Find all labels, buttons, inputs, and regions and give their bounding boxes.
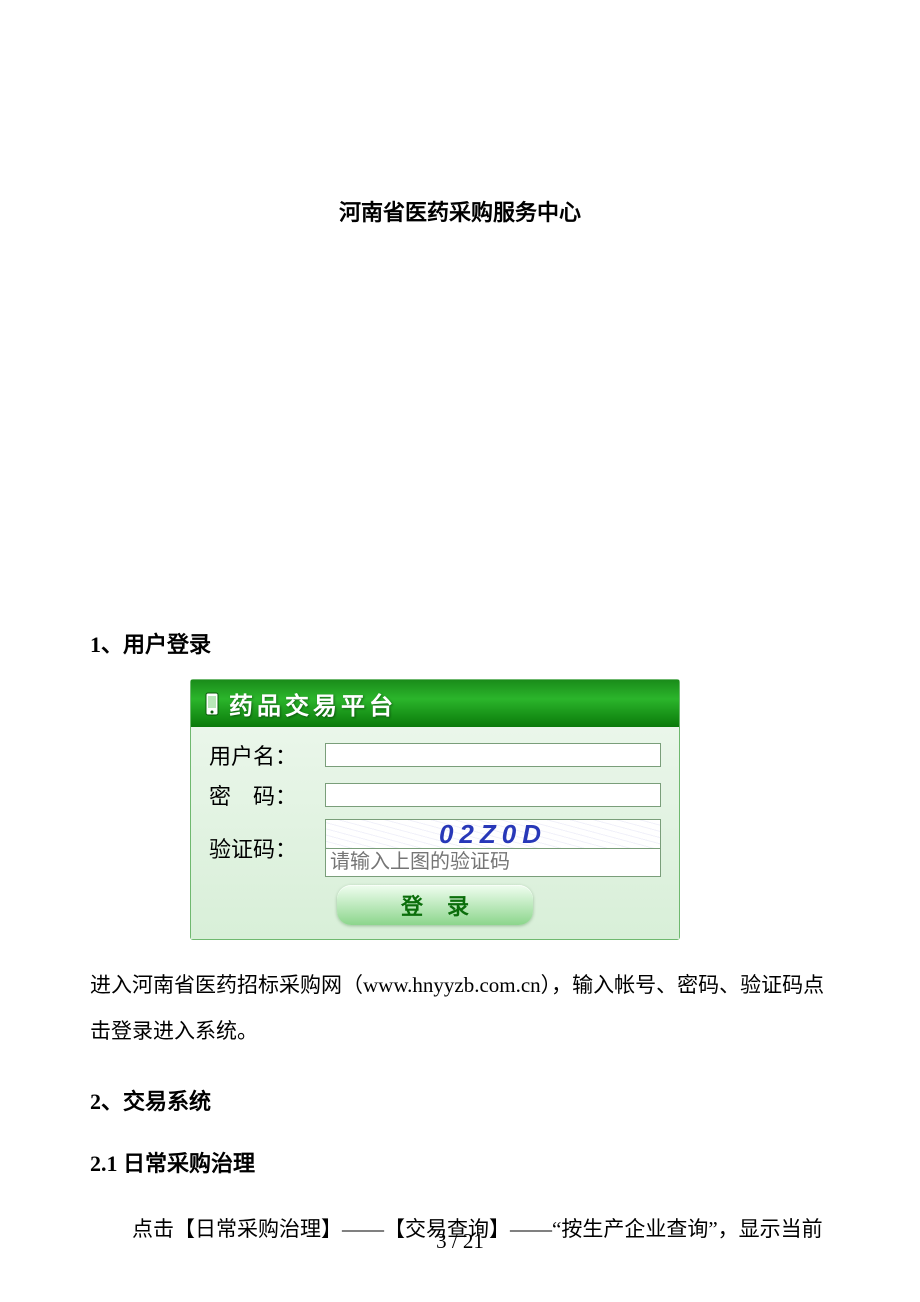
password-row: 密 码： <box>209 779 661 811</box>
section-2-heading: 2、交易系统 <box>90 1084 830 1116</box>
password-label: 密 码： <box>209 779 319 811</box>
phone-icon <box>203 692 221 716</box>
page-title: 河南省医药采购服务中心 <box>90 195 830 227</box>
captcha-label: 验证码： <box>209 832 319 864</box>
login-widget: 药品交易平台 用户名： 密 码： 验证码： 02Z0D 登录 <box>190 679 680 940</box>
captcha-input[interactable] <box>325 849 661 877</box>
captcha-block: 02Z0D <box>325 819 661 877</box>
login-header-title: 药品交易平台 <box>229 686 397 721</box>
captcha-row: 验证码： 02Z0D <box>209 819 661 877</box>
login-button-row: 登录 <box>209 885 661 925</box>
section-1-paragraph: 进入河南省医药招标采购网（www.hnyyzb.com.cn），输入帐号、密码、… <box>90 962 830 1054</box>
section-2-1-heading: 2.1 日常采购治理 <box>90 1146 830 1178</box>
login-button[interactable]: 登录 <box>337 885 533 925</box>
password-input[interactable] <box>325 783 661 807</box>
login-header: 药品交易平台 <box>191 680 679 727</box>
captcha-image: 02Z0D <box>325 819 661 849</box>
page-footer: 3 / 21 <box>0 1229 920 1254</box>
username-input[interactable] <box>325 743 661 767</box>
username-label: 用户名： <box>209 739 319 771</box>
section-1-heading: 1、用户登录 <box>90 627 830 659</box>
username-row: 用户名： <box>209 739 661 771</box>
login-form: 用户名： 密 码： 验证码： 02Z0D 登录 <box>191 727 679 939</box>
